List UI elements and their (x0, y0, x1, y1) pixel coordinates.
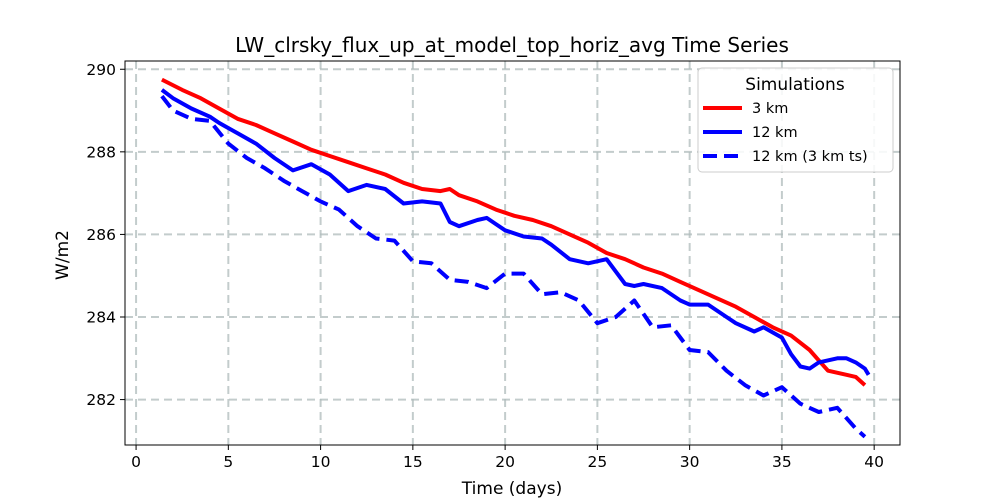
x-tick-label: 15 (403, 453, 423, 471)
series-line-1 (160, 77, 867, 387)
y-tick-label: 284 (86, 309, 116, 327)
y-axis-label: W/m2 (53, 230, 73, 280)
legend-title: Simulations (745, 75, 845, 95)
legend: Simulations 3 km 12 km 12 km (3 km ts) (697, 67, 894, 173)
legend-label-1: 3 km (752, 101, 788, 117)
legend-label-2: 12 km (752, 125, 798, 141)
x-tick-label: 40 (864, 453, 884, 471)
series-line-2 (160, 88, 871, 376)
y-tick-label: 282 (86, 391, 116, 409)
x-tick-label: 25 (588, 453, 608, 471)
y-tick-label: 290 (86, 61, 116, 79)
legend-box (697, 67, 894, 173)
series-group (160, 77, 871, 439)
chart-title: LW_clrsky_flux_up_at_model_top_horiz_avg… (235, 33, 789, 57)
x-tick-label: 20 (495, 453, 515, 471)
x-tick-label: 5 (223, 453, 233, 471)
axis-ticks: 0 5 10 15 20 25 30 35 40 282 284 286 288 290 (86, 61, 884, 471)
plot-frame (124, 60, 901, 446)
y-tick-label: 286 (86, 226, 116, 244)
x-tick-label: 35 (772, 453, 792, 471)
y-tick-label: 288 (86, 143, 116, 161)
x-tick-label: 10 (311, 453, 331, 471)
legend-label-3: 12 km (3 km ts) (752, 149, 868, 165)
series-line-3 (160, 94, 867, 439)
x-axis-label: Time (days) (461, 479, 562, 499)
x-tick-label: 30 (680, 453, 700, 471)
grid (125, 61, 900, 445)
x-tick-label: 0 (131, 453, 141, 471)
